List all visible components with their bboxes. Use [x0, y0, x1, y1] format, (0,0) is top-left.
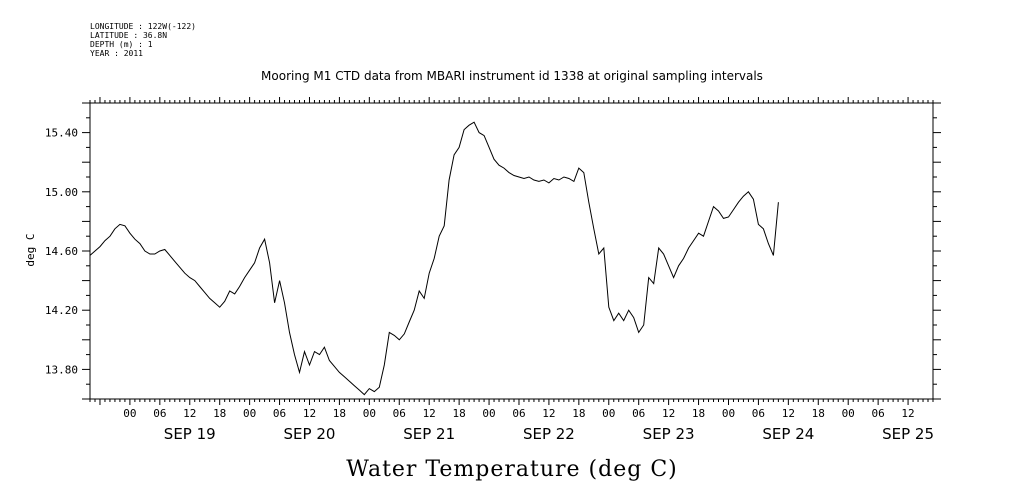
- x-tick-label: 12: [423, 407, 436, 420]
- x-tick-label: 06: [273, 407, 286, 420]
- x-tick-label: 00: [243, 407, 256, 420]
- day-label: SEP 20: [284, 425, 336, 443]
- x-tick-label: 18: [452, 407, 465, 420]
- axis-ticks: [82, 97, 941, 405]
- y-axis-label: deg C: [24, 233, 37, 266]
- plot-frame: [89, 102, 934, 400]
- x-tick-label: 12: [542, 407, 555, 420]
- x-tick-label: 06: [632, 407, 645, 420]
- x-tick-label: 00: [123, 407, 136, 420]
- year-label: YEAR : 2011: [90, 49, 143, 58]
- x-tick-labels: 00 06 12 18 00 06 12 18 00 06 12 18 00 06 12 18 00 06 12 18…: [123, 407, 914, 420]
- x-tick-label: 00: [842, 407, 855, 420]
- x-tick-label: 06: [752, 407, 765, 420]
- metadata-block: LONGITUDE : 122W(-122) LATITUDE : 36.8N …: [90, 22, 196, 58]
- x-tick-label: 06: [512, 407, 525, 420]
- y-tick-label: 15.00: [45, 186, 78, 199]
- day-label: SEP 23: [643, 425, 695, 443]
- x-tick-label: 00: [482, 407, 495, 420]
- day-label: SEP 21: [403, 425, 455, 443]
- x-tick-label: 18: [572, 407, 585, 420]
- x-tick-label: 06: [872, 407, 885, 420]
- depth-label: DEPTH (m) : 1: [90, 40, 153, 49]
- x-tick-label: 18: [213, 407, 226, 420]
- x-tick-label: 12: [662, 407, 675, 420]
- day-label: SEP 25: [882, 425, 934, 443]
- longitude-label: LONGITUDE : 122W(-122): [90, 22, 196, 31]
- y-tick-label: 13.80: [45, 363, 78, 376]
- chart-title: Mooring M1 CTD data from MBARI instrumen…: [261, 69, 763, 83]
- x-tick-label: 12: [303, 407, 316, 420]
- day-label: SEP 22: [523, 425, 575, 443]
- x-tick-label: 12: [901, 407, 914, 420]
- series-line: [89, 121, 779, 396]
- x-tick-label: 00: [722, 407, 735, 420]
- x-tick-label: 18: [692, 407, 705, 420]
- y-tick-label: 14.20: [45, 304, 78, 317]
- x-axis-title: Water Temperature (deg C): [346, 457, 678, 482]
- x-tick-label: 00: [363, 407, 376, 420]
- y-tick-labels: 13.80 14.20 14.60 15.00 15.40: [45, 127, 78, 377]
- x-tick-label: 00: [602, 407, 615, 420]
- day-labels: SEP 19 SEP 20 SEP 21 SEP 22 SEP 23 SEP 24 SEP …: [164, 425, 934, 443]
- x-tick-label: 12: [782, 407, 795, 420]
- y-tick-label: 14.60: [45, 245, 78, 258]
- latitude-label: LATITUDE : 36.8N: [90, 31, 168, 40]
- x-tick-label: 18: [812, 407, 825, 420]
- x-tick-label: 06: [153, 407, 166, 420]
- x-tick-label: 18: [333, 407, 346, 420]
- x-tick-label: 12: [183, 407, 196, 420]
- day-label: SEP 24: [762, 425, 814, 443]
- y-tick-label: 15.40: [45, 127, 78, 140]
- x-tick-label: 06: [393, 407, 406, 420]
- day-label: SEP 19: [164, 425, 216, 443]
